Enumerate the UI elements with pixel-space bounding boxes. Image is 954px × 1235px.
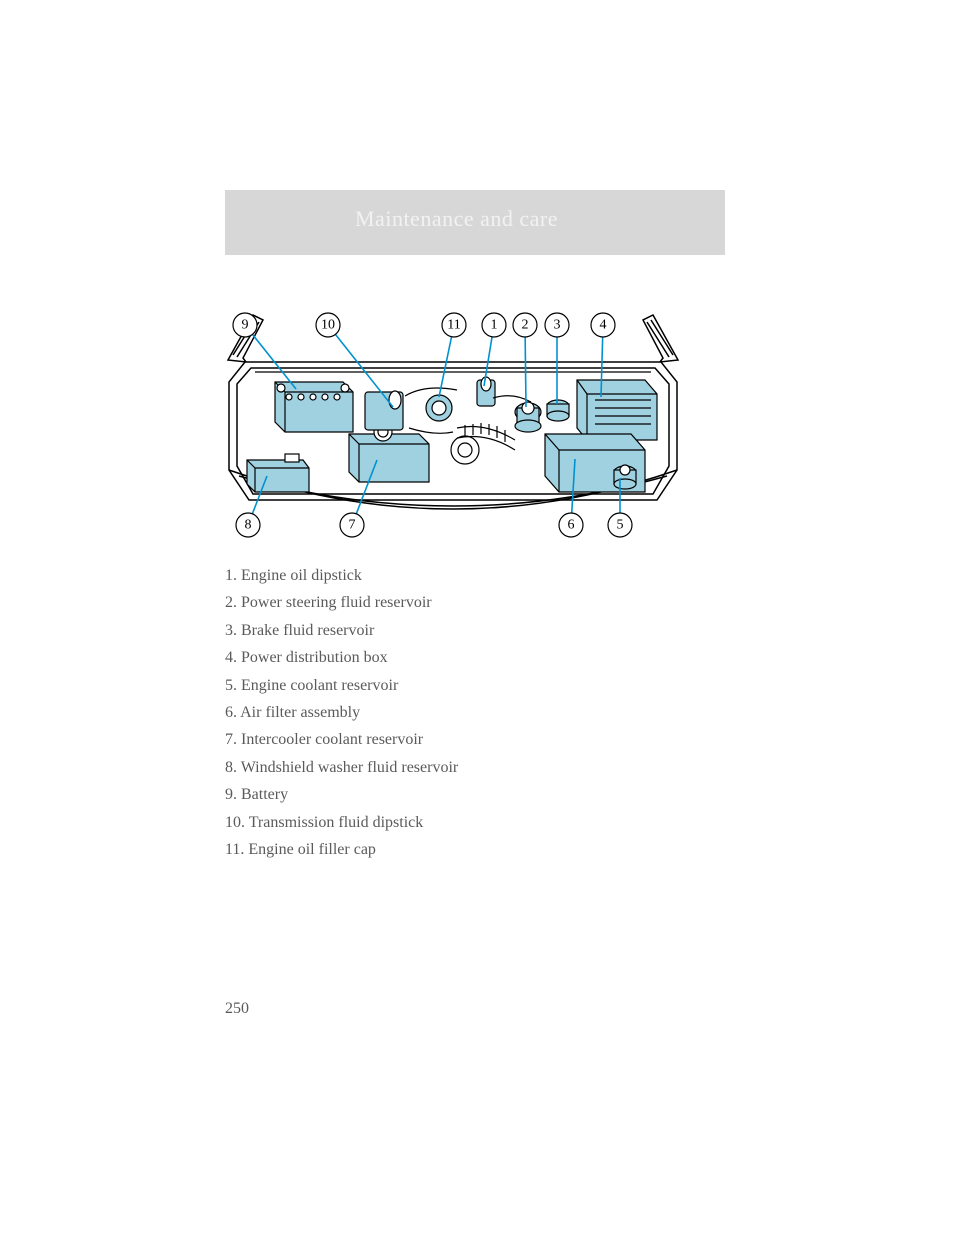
legend-item-number: 8 (225, 759, 233, 776)
legend-item-6: 6. Air filter assembly (225, 700, 725, 726)
callout-number-2: 2 (522, 318, 529, 333)
legend-item-number: 9 (225, 786, 233, 803)
legend-item-number: 2 (225, 594, 233, 611)
legend-item-7: 7. Intercooler coolant reservoir (225, 727, 725, 753)
legend-item-label: Intercooler coolant reservoir (241, 731, 423, 748)
legend-item-number: 10 (225, 814, 241, 831)
legend-item-number: 6 (225, 704, 233, 721)
callout-number-11: 11 (447, 318, 460, 333)
legend-item-number: 7 (225, 731, 233, 748)
callout-number-4: 4 (600, 318, 607, 333)
legend-item-number: 4 (225, 649, 233, 666)
legend-item-9: 9. Battery (225, 782, 725, 808)
legend-item-3: 3. Brake fluid reservoir (225, 618, 725, 644)
callout-number-10: 10 (321, 318, 335, 333)
legend-item-label: Brake fluid reservoir (241, 622, 374, 639)
legend-item-separator: . (233, 567, 241, 584)
legend-item-separator: . (233, 677, 241, 694)
legend-item-1: 1. Engine oil dipstick (225, 563, 725, 589)
legend-item-label: Power steering fluid reservoir (241, 594, 432, 611)
legend-item-separator: . (241, 814, 249, 831)
legend-item-label: Engine oil dipstick (241, 567, 362, 584)
page-header-title: Maintenance and care (355, 206, 558, 232)
legend-item-separator: . (233, 594, 241, 611)
legend-item-label: Power distribution box (241, 649, 388, 666)
callout-number-5: 5 (617, 518, 624, 533)
callout-number-8: 8 (245, 518, 252, 533)
legend-item-label: Engine oil filler cap (248, 841, 376, 858)
legend-item-5: 5. Engine coolant reservoir (225, 673, 725, 699)
legend-item-number: 3 (225, 622, 233, 639)
legend-item-11: 11. Engine oil filler cap (225, 837, 725, 863)
engine-bay-diagram: 1 2 3 4 5 6 7 8 9 10 11 (225, 300, 725, 550)
legend-item-separator: . (233, 786, 241, 803)
legend-item-8: 8. Windshield washer fluid reservoir (225, 755, 725, 781)
legend-item-separator: . (233, 622, 241, 639)
callout-number-3: 3 (554, 318, 561, 333)
legend-item-separator: . (233, 731, 241, 748)
legend-item-2: 2. Power steering fluid reservoir (225, 590, 725, 616)
legend-item-label: Windshield washer fluid reservoir (241, 759, 459, 776)
legend-item-separator: . (233, 649, 241, 666)
callout-number-9: 9 (242, 318, 249, 333)
legend-item-number: 5 (225, 677, 233, 694)
callout-number-6: 6 (568, 518, 575, 533)
callout-number-7: 7 (349, 518, 356, 533)
legend-item-label: Engine coolant reservoir (241, 677, 398, 694)
legend-item-separator: . (233, 759, 241, 776)
legend-item-label: Transmission fluid dipstick (249, 814, 424, 831)
callout-number-1: 1 (491, 318, 498, 333)
legend-item-10: 10. Transmission fluid dipstick (225, 810, 725, 836)
legend-item-label: Air filter assembly (240, 704, 360, 721)
legend-list: 1. Engine oil dipstick2. Power steering … (225, 563, 725, 864)
page-number: 250 (225, 1000, 249, 1018)
legend-item-4: 4. Power distribution box (225, 645, 725, 671)
legend-item-label: Battery (241, 786, 288, 803)
legend-item-number: 1 (225, 567, 233, 584)
legend-item-number: 11 (225, 841, 240, 858)
